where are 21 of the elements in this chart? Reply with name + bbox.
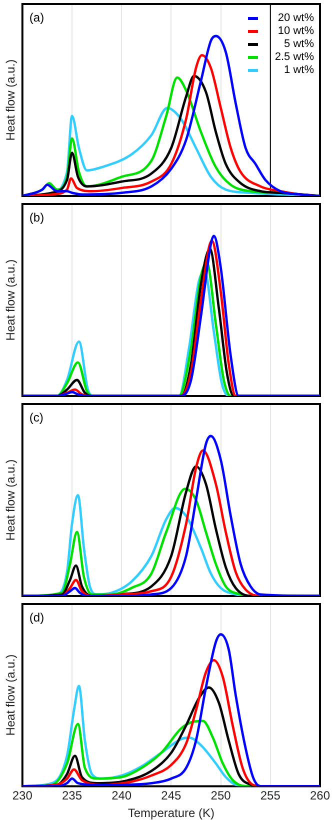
chart-title: (b) (29, 210, 44, 224)
chart-title: (a) (29, 10, 44, 24)
legend-label: 5 wt% (283, 38, 314, 51)
x-axis-title: Temperature (K) (128, 806, 215, 820)
x-tick-label: 250 (210, 788, 232, 803)
legend-label: 10 wt% (276, 25, 314, 38)
x-tick-label: 245 (161, 788, 182, 803)
y-axis-title: Heat flow (a.u.) (4, 654, 18, 736)
legend-label: 2.5 wt% (274, 51, 314, 64)
x-tick-label: 260 (310, 788, 330, 803)
y-axis-title: Heat flow (a.u.) (4, 259, 18, 341)
chart-title: (c) (29, 410, 44, 424)
y-axis-title: Heat flow (a.u.) (4, 59, 18, 141)
x-tick-label: 255 (260, 788, 281, 803)
legend-label: 1 wt% (283, 64, 314, 77)
legend-label: 20 wt% (276, 12, 314, 25)
x-tick-label: 240 (112, 788, 132, 803)
y-axis-title: Heat flow (a.u.) (4, 459, 18, 541)
x-tick-label: 235 (62, 788, 82, 803)
chart-title: (d) (29, 610, 44, 624)
x-tick-label: 230 (12, 788, 33, 803)
